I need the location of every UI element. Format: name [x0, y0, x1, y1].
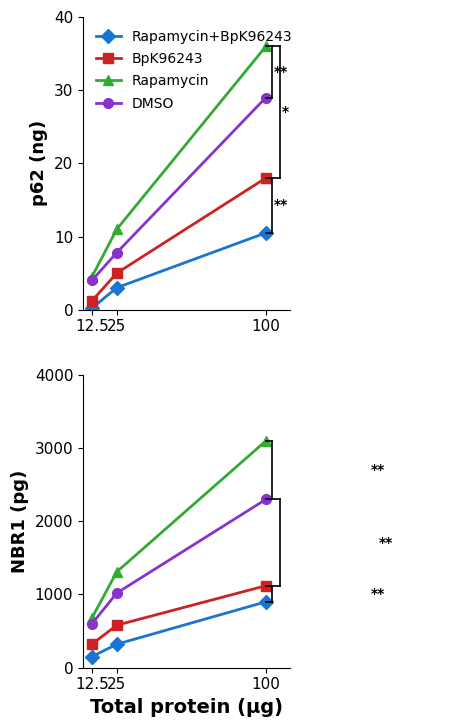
DMSO [89, 276, 95, 285]
BpK96243 [114, 269, 119, 277]
Y-axis label: p62 (ng): p62 (ng) [30, 120, 48, 207]
Line: Rapamycin+BpK96243: Rapamycin+BpK96243 [87, 597, 271, 662]
Text: *: * [282, 105, 289, 119]
BpK96243 [89, 296, 95, 305]
DMSO [114, 248, 119, 257]
Rapamycin [114, 225, 119, 234]
Line: Rapamycin: Rapamycin [87, 436, 271, 622]
X-axis label: Total protein (μg): Total protein (μg) [90, 698, 283, 717]
Y-axis label: NBR1 (pg): NBR1 (pg) [11, 470, 29, 573]
DMSO [263, 93, 269, 102]
Rapamycin+BpK96243 [263, 598, 269, 606]
Line: BpK96243: BpK96243 [87, 173, 271, 306]
Rapamycin+BpK96243 [89, 304, 95, 312]
DMSO [89, 620, 95, 628]
BpK96243 [114, 621, 119, 630]
Rapamycin [89, 272, 95, 281]
DMSO [263, 495, 269, 504]
DMSO [114, 589, 119, 598]
Rapamycin [89, 614, 95, 622]
Text: **: ** [274, 65, 288, 79]
Rapamycin+BpK96243 [89, 652, 95, 661]
Rapamycin [114, 567, 119, 576]
Line: BpK96243: BpK96243 [87, 581, 271, 649]
Text: **: ** [371, 463, 385, 477]
Rapamycin+BpK96243 [263, 229, 269, 237]
Rapamycin [263, 437, 269, 446]
Rapamycin [263, 42, 269, 51]
Text: **: ** [379, 536, 393, 550]
Legend: Rapamycin+BpK96243, BpK96243, Rapamycin, DMSO: Rapamycin+BpK96243, BpK96243, Rapamycin,… [90, 24, 298, 116]
Rapamycin+BpK96243 [114, 640, 119, 649]
BpK96243 [263, 174, 269, 183]
Text: **: ** [274, 199, 288, 213]
Rapamycin+BpK96243 [114, 283, 119, 292]
Text: **: ** [371, 587, 385, 601]
Line: Rapamycin: Rapamycin [87, 41, 271, 282]
Line: DMSO: DMSO [87, 92, 271, 285]
BpK96243 [89, 640, 95, 649]
BpK96243 [263, 582, 269, 590]
Line: DMSO: DMSO [87, 494, 271, 628]
Line: Rapamycin+BpK96243: Rapamycin+BpK96243 [87, 228, 271, 313]
